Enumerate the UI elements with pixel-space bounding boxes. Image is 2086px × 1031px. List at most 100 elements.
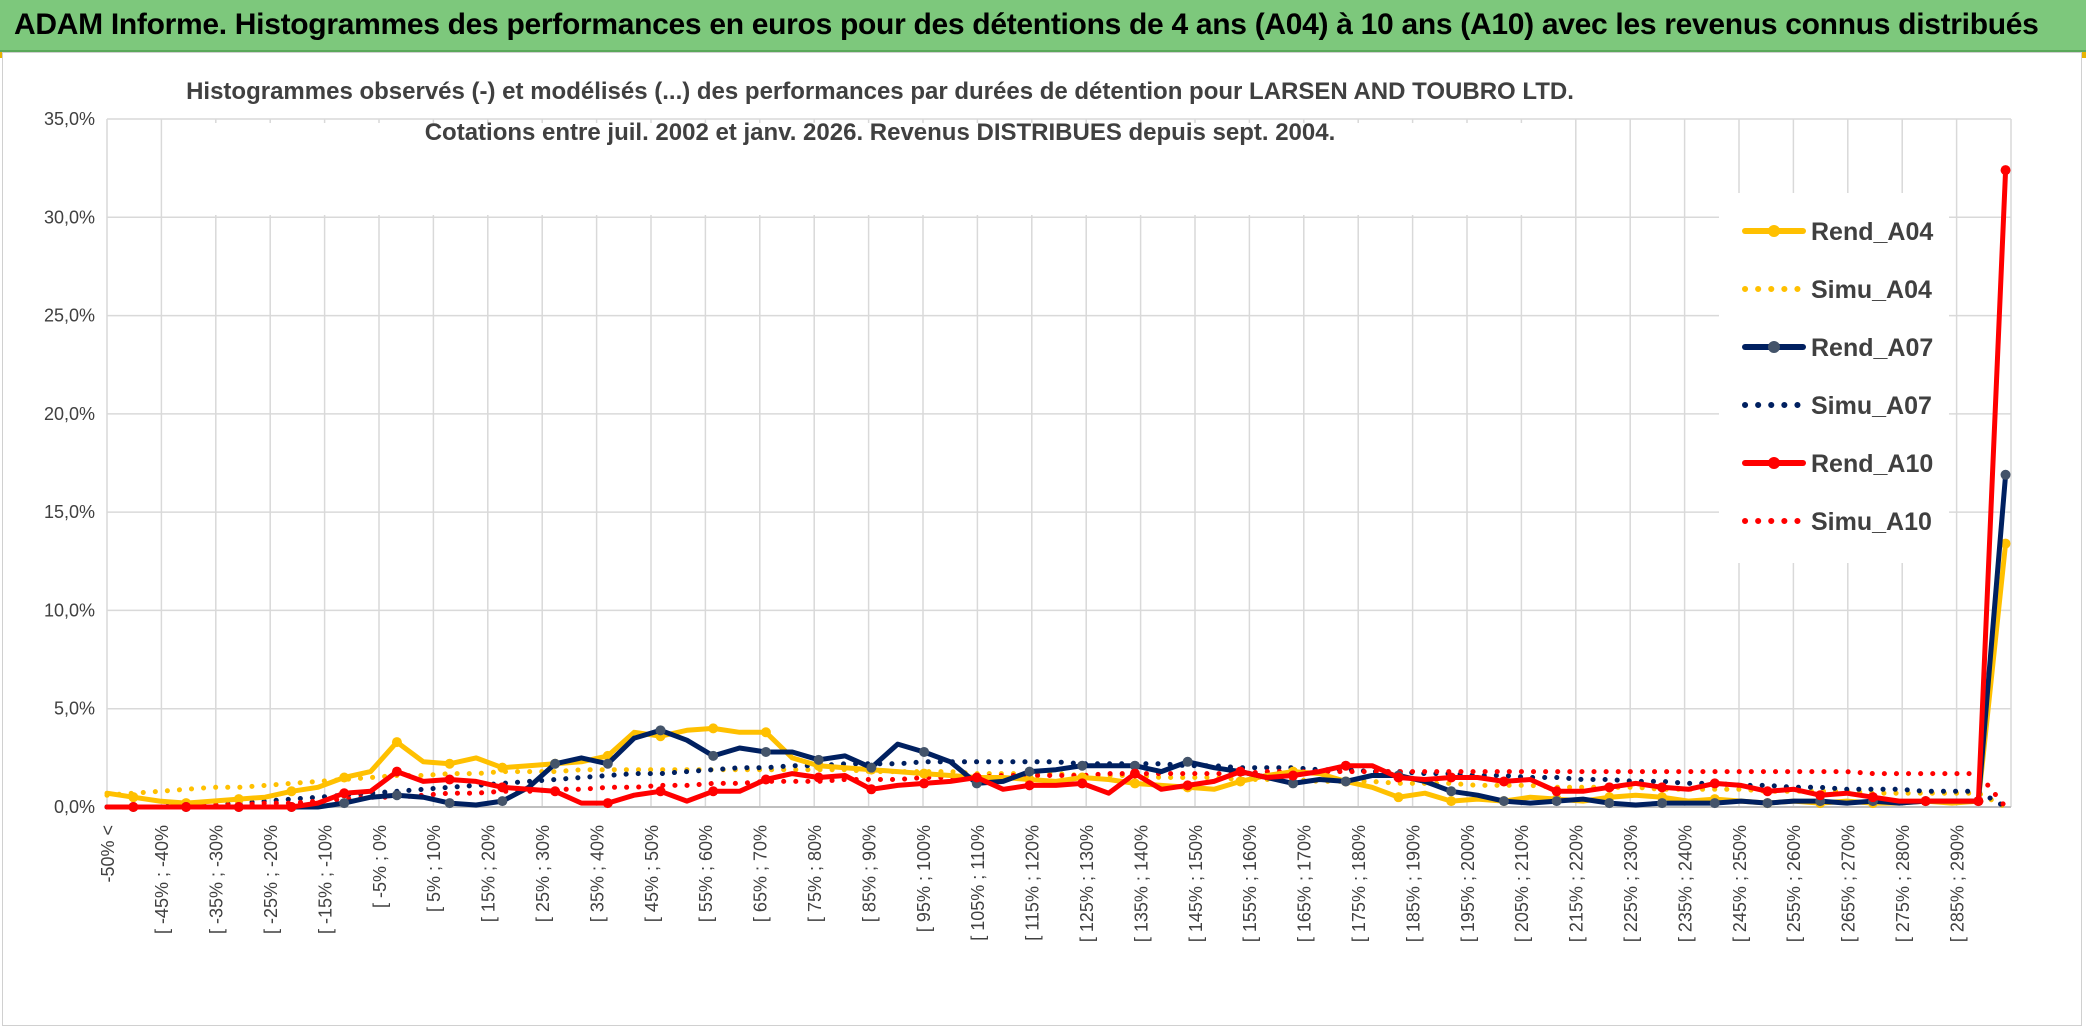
- chart-area: Histogrammes observés (-) et modélisés (…: [2, 52, 2082, 1026]
- data-point-rend_a04: [391, 737, 402, 748]
- x-tick-label: [ -35% ; -30%: [207, 825, 227, 934]
- x-tick-label: [ 285% ; 290%: [1947, 825, 1967, 942]
- data-point-rend_a10: [128, 802, 139, 812]
- data-point-rend_a04: [919, 768, 930, 779]
- legend-label-simu_a10: Simu_A10: [1811, 508, 1932, 536]
- data-point-rend_a04: [497, 762, 508, 773]
- data-point-rend_a10: [866, 784, 877, 795]
- y-tick-label: 20,0%: [44, 404, 95, 424]
- x-tick-label: [ 225% ; 230%: [1621, 825, 1641, 942]
- data-point-rend_a10: [1920, 796, 1931, 807]
- x-tick-label: [ 55% ; 60%: [696, 825, 716, 922]
- legend-label-rend_a04: Rend_A04: [1811, 218, 1933, 246]
- legend: Rend_A04 Simu_A04 Rend_A07 Simu_A07 Rend_A10…: [1719, 193, 1949, 563]
- data-point-rend_a10: [286, 802, 297, 812]
- data-point-rend_a10: [1235, 766, 1246, 777]
- data-point-rend_a07: [1657, 798, 1668, 809]
- legend-marker-rend_a04: [1768, 225, 1780, 237]
- y-tick-label: 10,0%: [44, 600, 95, 620]
- x-tick-label: [ 205% ; 210%: [1512, 825, 1532, 942]
- corner-mark-right: [2078, 52, 2086, 58]
- y-tick-label: 15,0%: [44, 502, 95, 522]
- data-point-rend_a10: [233, 802, 244, 812]
- data-point-rend_a04: [1393, 792, 1404, 803]
- y-tick-label: 35,0%: [44, 109, 95, 129]
- data-point-rend_a07: [1182, 756, 1193, 767]
- x-tick-label: [ 95% ; 100%: [914, 825, 934, 932]
- data-point-rend_a07: [1498, 796, 1509, 807]
- data-point-rend_a07: [339, 798, 350, 809]
- x-tick-label: [ 255% ; 260%: [1784, 825, 1804, 942]
- x-tick-label: [ -15% ; -10%: [315, 825, 335, 934]
- data-point-rend_a10: [1340, 760, 1351, 771]
- data-point-rend_a10: [181, 802, 192, 812]
- series-line-rend_a10: [104, 167, 2009, 810]
- data-point-rend_a04: [1235, 776, 1246, 787]
- data-point-rend_a07: [1762, 798, 1773, 809]
- x-tick-label: [ -45% ; -40%: [152, 825, 172, 934]
- y-tick-label: 0,0%: [54, 797, 95, 817]
- data-point-rend_a10: [1393, 772, 1404, 783]
- data-point-rend_a04: [760, 727, 771, 738]
- y-tick-label: 30,0%: [44, 207, 95, 227]
- data-point-rend_a10: [1973, 796, 1984, 807]
- data-point-rend_a07: [1129, 760, 1140, 771]
- data-point-rend_a04: [233, 794, 244, 805]
- series-line-simu_a07: [104, 759, 2009, 810]
- legend-label-simu_a04: Simu_A04: [1811, 276, 1932, 304]
- data-point-rend_a07: [1604, 798, 1615, 809]
- x-tick-label: [ 75% ; 80%: [805, 825, 825, 922]
- x-tick-label: [ 185% ; 190%: [1403, 825, 1423, 942]
- x-tick-label: [ -25% ; -20%: [261, 825, 281, 934]
- data-point-rend_a07: [1077, 760, 1088, 771]
- data-point-rend_a10: [655, 786, 666, 797]
- legend-marker-rend_a07: [1768, 341, 1780, 353]
- data-point-rend_a10: [1551, 786, 1562, 797]
- data-point-rend_a07: [655, 725, 666, 736]
- data-point-rend_a04: [339, 772, 350, 783]
- data-point-rend_a10: [1657, 782, 1668, 793]
- data-point-rend_a07: [708, 750, 719, 761]
- chart-title-backdrop: [199, 123, 1561, 215]
- data-point-rend_a10: [339, 788, 350, 799]
- data-point-rend_a10: [1762, 786, 1773, 797]
- data-point-rend_a07: [813, 754, 824, 765]
- data-point-rend_a07: [2000, 469, 2011, 480]
- legend-label-simu_a07: Simu_A07: [1811, 392, 1932, 420]
- data-point-rend_a10: [497, 782, 508, 793]
- data-point-rend_a10: [602, 798, 613, 809]
- x-tick-label: [ 115% ; 120%: [1023, 825, 1043, 941]
- x-tick-label: [ 5% ; 10%: [424, 825, 444, 912]
- x-tick-label: [ 105% ; 110%: [968, 825, 988, 941]
- chart-title-line1: Histogrammes observés (-) et modélisés (…: [186, 78, 1574, 105]
- data-point-rend_a07: [1288, 778, 1299, 789]
- x-tick-label: [ 135% ; 140%: [1131, 825, 1151, 942]
- data-point-rend_a07: [1709, 798, 1720, 809]
- data-point-rend_a10: [813, 772, 824, 783]
- data-point-rend_a07: [391, 790, 402, 801]
- series-line-rend_a07: [104, 472, 2009, 810]
- data-point-rend_a10: [444, 774, 455, 785]
- data-point-rend_a04: [2000, 538, 2011, 549]
- legend-label-rend_a07: Rend_A07: [1811, 334, 1933, 362]
- legend-marker-rend_a10: [1768, 457, 1780, 469]
- data-point-rend_a07: [866, 762, 877, 773]
- data-point-rend_a04: [128, 792, 139, 803]
- data-point-rend_a07: [1551, 796, 1562, 807]
- data-point-rend_a07: [919, 746, 930, 757]
- x-tick-label: [ 275% ; 280%: [1893, 825, 1913, 942]
- x-tick-label: [ 245% ; 250%: [1730, 825, 1750, 942]
- data-point-rend_a10: [1182, 780, 1193, 791]
- data-point-rend_a10: [1024, 780, 1035, 791]
- chart-svg: Histogrammes observés (-) et modélisés (…: [44, 78, 2012, 942]
- x-tick-label: [ 235% ; 240%: [1675, 825, 1695, 942]
- x-tick-label: [ 165% ; 170%: [1295, 825, 1315, 942]
- data-point-rend_a10: [971, 772, 982, 783]
- data-point-rend_a10: [391, 766, 402, 777]
- x-tick-label: [ 65% ; 70%: [751, 825, 771, 922]
- data-point-rend_a10: [1077, 778, 1088, 789]
- data-point-rend_a04: [286, 786, 297, 797]
- data-point-rend_a10: [2000, 165, 2011, 176]
- data-point-rend_a07: [602, 758, 613, 769]
- data-point-rend_a10: [708, 786, 719, 797]
